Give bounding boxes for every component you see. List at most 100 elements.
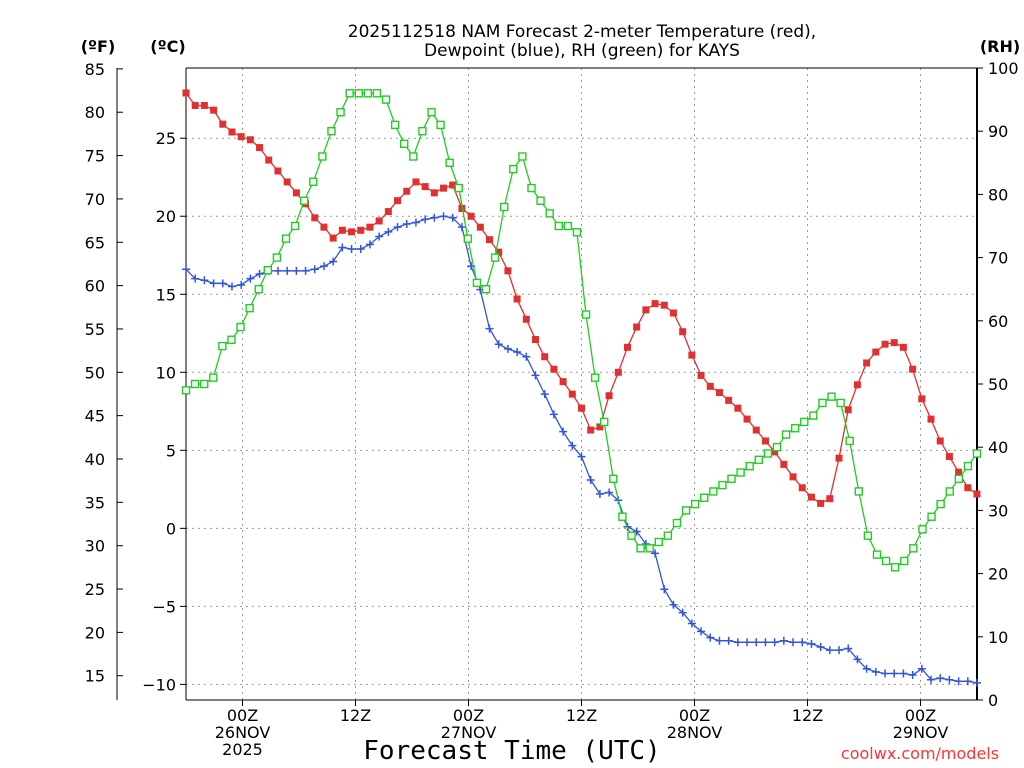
celsius-tick-label: 25 bbox=[156, 129, 176, 148]
fahrenheit-unit-label: (ºF) bbox=[81, 37, 116, 56]
data-point-temperature bbox=[596, 423, 604, 431]
data-point-dewpoint bbox=[835, 646, 844, 655]
data-point-dewpoint bbox=[706, 633, 715, 642]
data-point-temperature bbox=[375, 217, 383, 225]
data-point-temperature bbox=[853, 381, 861, 389]
plot-frame bbox=[116, 67, 978, 701]
data-point-dewpoint bbox=[752, 638, 761, 647]
data-point-rh bbox=[881, 556, 891, 566]
data-point-temperature bbox=[743, 415, 751, 423]
data-point-temperature bbox=[651, 300, 659, 308]
data-point-temperature bbox=[863, 359, 871, 367]
chart-title-line-1: 2025112518 NAM Forecast 2-meter Temperat… bbox=[348, 22, 816, 42]
data-point-dewpoint bbox=[255, 269, 264, 278]
data-point-temperature bbox=[550, 365, 558, 373]
data-point-temperature bbox=[725, 396, 733, 404]
data-point-dewpoint bbox=[954, 677, 963, 686]
fahrenheit-tick-label: 80 bbox=[85, 103, 105, 122]
data-point-dewpoint bbox=[798, 638, 807, 647]
series-relative-humidity bbox=[181, 89, 982, 572]
data-point-dewpoint bbox=[246, 274, 255, 283]
data-point-temperature bbox=[715, 389, 723, 397]
data-point-dewpoint bbox=[743, 638, 752, 647]
fahrenheit-tick-label: 15 bbox=[85, 667, 105, 686]
data-point-dewpoint bbox=[568, 441, 577, 450]
data-point-temperature bbox=[219, 120, 227, 128]
data-point-dewpoint bbox=[365, 240, 374, 249]
data-point-dewpoint bbox=[669, 600, 678, 609]
data-point-dewpoint bbox=[853, 655, 862, 664]
celsius-tick-label: 5 bbox=[166, 441, 176, 460]
data-point-temperature bbox=[964, 484, 972, 492]
data-point-dewpoint bbox=[871, 667, 880, 676]
data-point-rh bbox=[945, 487, 954, 496]
data-point-rh bbox=[445, 158, 454, 168]
data-point-temperature bbox=[955, 468, 963, 476]
fahrenheit-tick-label: 25 bbox=[85, 580, 105, 599]
data-point-dewpoint bbox=[540, 390, 549, 399]
data-point-rh bbox=[199, 379, 209, 389]
data-point-temperature bbox=[899, 343, 907, 351]
data-point-temperature bbox=[605, 392, 613, 400]
data-point-rh bbox=[700, 493, 709, 502]
data-point-temperature bbox=[771, 448, 779, 456]
data-point-dewpoint bbox=[733, 638, 742, 647]
data-point-dewpoint bbox=[973, 678, 981, 687]
data-point-rh bbox=[818, 398, 827, 408]
data-point-dewpoint bbox=[963, 677, 972, 686]
x-tick-label: 27NOV bbox=[441, 723, 497, 742]
data-point-rh bbox=[763, 449, 773, 458]
data-point-dewpoint bbox=[384, 227, 393, 236]
series-line bbox=[185, 92, 978, 569]
data-point-temperature bbox=[697, 371, 705, 379]
rh-tick-label: 30 bbox=[988, 501, 1008, 520]
data-point-temperature bbox=[449, 181, 457, 189]
data-point-rh bbox=[909, 544, 918, 553]
data-point-dewpoint bbox=[237, 280, 246, 289]
data-point-rh bbox=[790, 424, 800, 433]
fahrenheit-tick-label: 55 bbox=[85, 320, 105, 339]
data-point-rh bbox=[245, 303, 254, 313]
data-point-rh bbox=[772, 443, 782, 452]
data-point-temperature bbox=[513, 295, 521, 303]
data-point-rh bbox=[181, 386, 191, 395]
data-point-temperature bbox=[688, 351, 696, 359]
data-point-temperature bbox=[384, 208, 392, 216]
data-point-rh bbox=[918, 525, 927, 534]
data-point-temperature bbox=[642, 306, 650, 314]
rh-tick-label: 80 bbox=[988, 185, 1008, 204]
data-point-rh bbox=[900, 556, 909, 566]
data-point-dewpoint bbox=[273, 266, 282, 275]
data-point-rh bbox=[609, 474, 618, 483]
celsius-tick-label: −5 bbox=[152, 597, 176, 616]
data-point-dewpoint bbox=[319, 262, 328, 271]
data-point-temperature bbox=[761, 437, 769, 445]
data-point-temperature bbox=[440, 184, 448, 192]
data-point-rh bbox=[372, 89, 382, 98]
celsius-tick-label: 20 bbox=[156, 207, 176, 226]
data-point-temperature bbox=[228, 128, 236, 136]
data-point-rh bbox=[954, 474, 964, 483]
x-tick-label: 26NOV bbox=[215, 723, 271, 742]
data-point-rh bbox=[863, 531, 873, 540]
data-point-rh bbox=[618, 512, 627, 521]
chart-title-line-2: Dewpoint (blue), RH (green) for KAYS bbox=[424, 41, 740, 61]
fahrenheit-tick-label: 40 bbox=[85, 450, 105, 469]
data-point-temperature bbox=[973, 490, 981, 498]
data-point-rh bbox=[318, 152, 327, 161]
data-point-dewpoint bbox=[356, 245, 365, 254]
data-point-rh bbox=[272, 253, 282, 262]
data-point-rh bbox=[800, 417, 809, 427]
data-point-temperature bbox=[421, 183, 429, 191]
data-point-dewpoint bbox=[411, 218, 420, 227]
data-point-rh bbox=[554, 221, 563, 231]
x-tick-label: 29NOV bbox=[893, 723, 949, 742]
data-point-temperature bbox=[348, 228, 356, 236]
data-point-rh bbox=[718, 480, 727, 490]
data-point-dewpoint bbox=[393, 223, 402, 232]
fahrenheit-tick-label: 50 bbox=[85, 363, 105, 382]
fahrenheit-tick-label: 60 bbox=[85, 277, 105, 296]
data-point-rh bbox=[527, 183, 536, 193]
data-point-temperature bbox=[292, 189, 300, 197]
data-point-dewpoint bbox=[549, 410, 558, 419]
